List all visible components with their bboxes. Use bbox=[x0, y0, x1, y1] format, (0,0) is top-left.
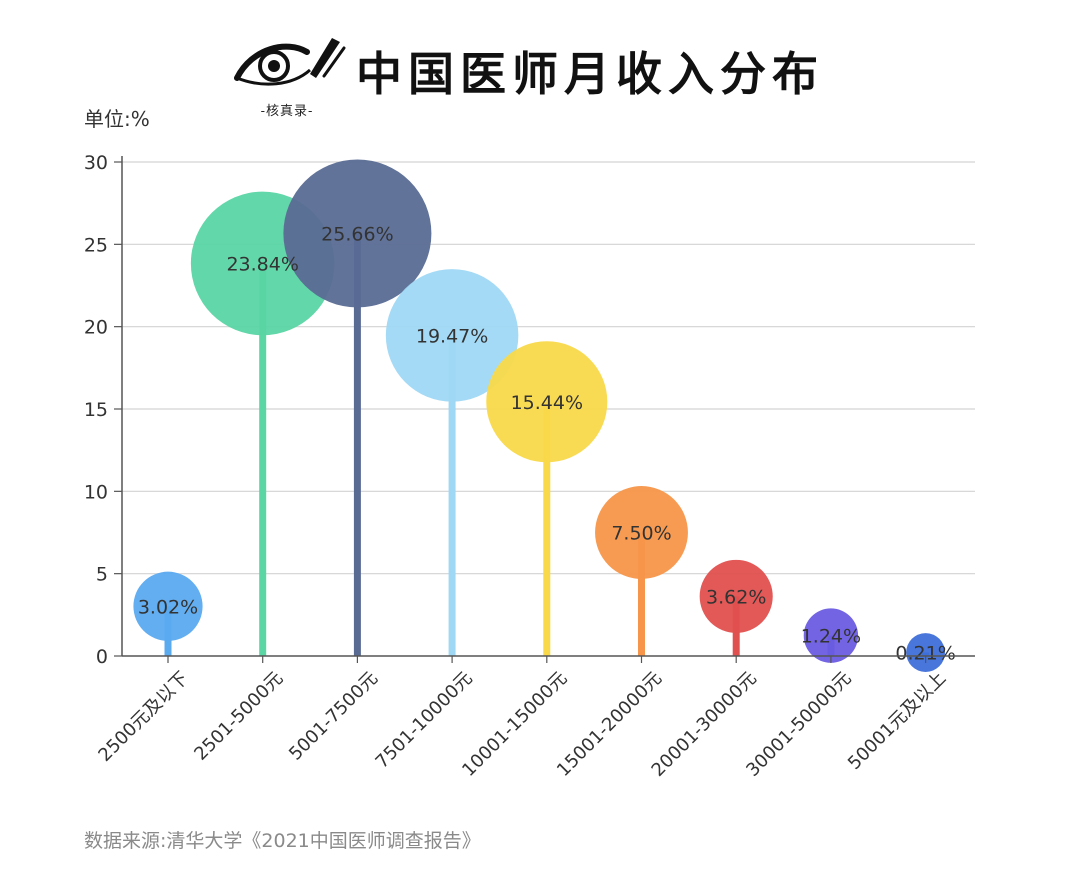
data-label: 15.44% bbox=[511, 392, 583, 414]
x-tick-label: 50001元及以上 bbox=[844, 668, 950, 774]
bubble bbox=[803, 608, 859, 663]
data-label: 23.84% bbox=[226, 253, 298, 275]
data-label: 25.66% bbox=[321, 223, 393, 245]
x-tick-label: 30001-50000元 bbox=[742, 668, 855, 781]
eye-logo-icon bbox=[234, 38, 346, 86]
bubble bbox=[699, 559, 773, 633]
y-tick-label: 30 bbox=[84, 152, 108, 174]
y-tick-label: 10 bbox=[84, 481, 108, 503]
logo: -核真录- bbox=[232, 30, 352, 119]
y-tick-label: 20 bbox=[84, 317, 108, 339]
y-axis-unit-label: 单位:% bbox=[84, 107, 150, 131]
x-tick-label: 2501-5000元 bbox=[190, 668, 287, 765]
bubble bbox=[283, 159, 432, 308]
data-label: 1.24% bbox=[801, 626, 861, 648]
y-tick-label: 5 bbox=[96, 564, 108, 586]
logo-text: -核真录- bbox=[260, 104, 314, 119]
bubble bbox=[133, 571, 203, 641]
bubble bbox=[906, 633, 946, 672]
data-label: 3.02% bbox=[138, 596, 198, 618]
y-tick-label: 25 bbox=[84, 234, 108, 256]
bubble bbox=[595, 486, 688, 579]
data-label: 19.47% bbox=[416, 325, 488, 347]
data-marks: 3.02% 23.84% 25.66% 19.47% 15.44% 7.50% 3.62% 1… bbox=[133, 159, 956, 672]
x-tick-label: 7501-10000元 bbox=[372, 668, 477, 773]
bubble bbox=[385, 269, 519, 402]
data-label: 7.50% bbox=[611, 523, 671, 545]
x-tick-label: 5001-7500元 bbox=[285, 668, 382, 765]
y-tick-label: 0 bbox=[96, 646, 108, 668]
bubble bbox=[486, 341, 608, 463]
chart-header: -核真录- 中国医师月收入分布 bbox=[0, 20, 1080, 119]
x-tick-label: 2500元及以下 bbox=[94, 668, 192, 766]
chart-title: 中国医师月收入分布 bbox=[356, 47, 824, 101]
data-label: 3.62% bbox=[706, 586, 766, 608]
data-label: 0.21% bbox=[895, 643, 955, 665]
data-source-note: 数据来源:清华大学《2021中国医师调查报告》 bbox=[84, 830, 481, 852]
y-tick-label: 15 bbox=[84, 399, 108, 421]
